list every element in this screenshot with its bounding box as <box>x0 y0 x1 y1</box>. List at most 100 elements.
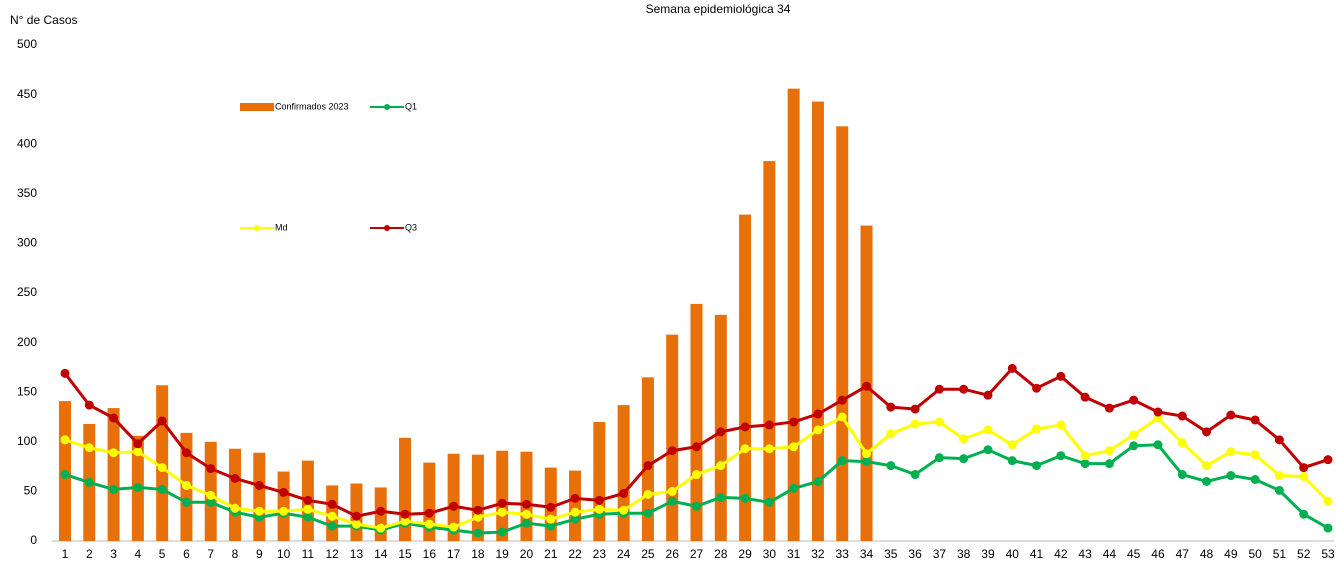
point <box>692 501 701 511</box>
point <box>1104 459 1114 469</box>
bar <box>471 454 484 541</box>
point <box>837 456 847 466</box>
point <box>837 395 847 405</box>
x-tick-label: 21 <box>544 547 558 561</box>
legend-swatch <box>384 225 390 231</box>
point <box>643 489 653 499</box>
point <box>157 416 167 426</box>
x-tick-label: 26 <box>666 547 680 561</box>
x-tick-label: 35 <box>884 547 898 561</box>
point <box>910 419 920 429</box>
x-tick-label: 49 <box>1224 547 1238 561</box>
point <box>934 417 944 427</box>
point <box>837 412 847 422</box>
bar <box>690 303 703 541</box>
point <box>764 497 774 507</box>
point <box>1250 450 1260 460</box>
point <box>1007 440 1017 450</box>
point <box>910 404 920 414</box>
point <box>327 521 337 531</box>
bar <box>520 451 533 541</box>
x-tick-label: 34 <box>860 547 874 561</box>
point <box>1323 496 1333 506</box>
x-tick-label: 45 <box>1127 547 1141 561</box>
point <box>546 514 556 524</box>
x-tick-label: 32 <box>811 547 825 561</box>
point <box>133 482 143 492</box>
point <box>449 501 459 511</box>
bar <box>496 450 509 541</box>
point <box>886 402 896 412</box>
x-tick-label: 27 <box>690 547 704 561</box>
x-tick-label: 18 <box>471 547 485 561</box>
bar <box>811 101 824 541</box>
point <box>1032 383 1042 393</box>
x-tick-label: 46 <box>1151 547 1165 561</box>
point <box>497 527 507 537</box>
x-tick-label: 7 <box>207 547 214 561</box>
point <box>1056 451 1066 461</box>
x-tick-label: 17 <box>447 547 461 561</box>
point <box>643 461 653 471</box>
point <box>1032 424 1042 434</box>
x-tick-label: 52 <box>1297 547 1311 561</box>
point <box>206 464 216 474</box>
point <box>254 480 264 490</box>
point <box>1299 509 1309 519</box>
x-tick-label: 38 <box>957 547 971 561</box>
legend-swatch <box>384 104 390 110</box>
point <box>497 507 507 517</box>
point <box>740 444 750 454</box>
bar <box>641 377 654 541</box>
y-tick-label: 150 <box>17 384 37 398</box>
point <box>1274 485 1284 495</box>
point <box>279 506 289 516</box>
point <box>862 381 872 391</box>
point <box>303 504 313 514</box>
y-tick-label: 450 <box>17 87 37 101</box>
x-tick-label: 47 <box>1176 547 1190 561</box>
chart-title: Semana epidemiológica 34 <box>646 2 791 16</box>
x-tick-label: 50 <box>1248 547 1262 561</box>
point <box>1129 430 1139 440</box>
x-tick-label: 22 <box>568 547 582 561</box>
point <box>1177 411 1187 421</box>
point <box>327 511 337 521</box>
x-tick-label: 40 <box>1006 547 1020 561</box>
x-tick-label: 13 <box>350 547 364 561</box>
point <box>1153 407 1163 417</box>
point <box>1250 415 1260 425</box>
point <box>84 443 94 453</box>
bar <box>569 470 582 541</box>
point <box>521 518 531 528</box>
point <box>764 444 774 454</box>
point <box>813 409 823 419</box>
point <box>1056 420 1066 430</box>
x-tick-label: 51 <box>1273 547 1287 561</box>
point <box>376 506 386 516</box>
point <box>910 470 920 480</box>
x-tick-label: 3 <box>110 547 117 561</box>
point <box>181 448 191 458</box>
point <box>1299 463 1309 473</box>
x-tick-label: 14 <box>374 547 388 561</box>
point <box>1226 447 1236 457</box>
point <box>692 442 701 452</box>
point <box>181 480 191 490</box>
point <box>1056 371 1066 381</box>
x-tick-label: 33 <box>836 547 850 561</box>
y-tick-label: 300 <box>17 236 37 250</box>
point <box>813 425 823 435</box>
point <box>1129 395 1139 405</box>
point <box>643 508 653 518</box>
y-tick-label: 350 <box>17 186 37 200</box>
point <box>1080 392 1090 402</box>
point <box>157 463 167 473</box>
legend-label: Q3 <box>405 222 417 232</box>
bar <box>666 334 679 541</box>
x-tick-label: 30 <box>763 547 777 561</box>
point <box>1177 438 1187 448</box>
point <box>1323 455 1333 465</box>
x-tick-label: 36 <box>908 547 922 561</box>
x-tick-label: 37 <box>933 547 947 561</box>
